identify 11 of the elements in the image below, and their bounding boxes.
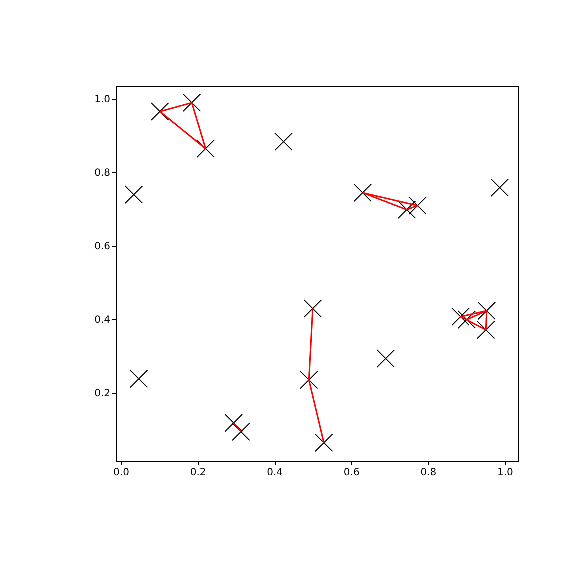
y-tick-label: 0.6 — [94, 241, 110, 252]
y-tick-label: 0.2 — [94, 388, 110, 400]
y-tick-label: 0.8 — [94, 168, 110, 179]
x-tick-label: 0.8 — [420, 468, 437, 478]
y-tick-label: 0.4 — [94, 314, 110, 326]
x-tick-label: 1.0 — [497, 468, 514, 478]
x-tick-label: 0.4 — [267, 468, 284, 478]
x-tick-label: 0.6 — [344, 468, 360, 478]
x-tick-label: 0.0 — [114, 468, 130, 478]
y-tick-label: 1.0 — [94, 94, 110, 106]
x-tick-label: 0.2 — [190, 468, 206, 478]
